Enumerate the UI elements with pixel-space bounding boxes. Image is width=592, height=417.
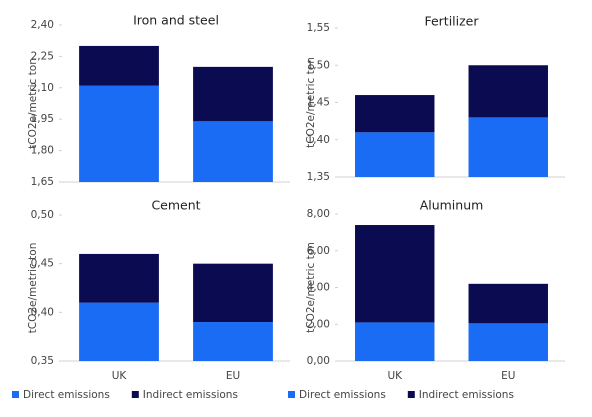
- x-tick-label: UK: [387, 370, 403, 382]
- chart-title: Iron and steel: [133, 13, 219, 28]
- y-tick-label: 2,40: [31, 19, 54, 31]
- y-axis-label: tCO2e/metric ton: [305, 57, 317, 148]
- y-tick-label: 1,45: [307, 97, 330, 109]
- legend-swatch: [12, 391, 19, 398]
- bar-segment: [79, 85, 159, 182]
- legend-swatch: [288, 391, 295, 398]
- y-tick-label: 6,00: [307, 245, 330, 257]
- y-tick-label: 2,25: [31, 50, 54, 62]
- chart-title: Cement: [151, 198, 200, 213]
- bar-segment: [193, 322, 273, 361]
- y-tick-label: 1,80: [31, 145, 54, 157]
- bar-segment: [468, 117, 548, 177]
- legend-label: Indirect emissions: [419, 389, 514, 401]
- bar-segment: [193, 121, 273, 182]
- x-tick-label: EU: [501, 370, 515, 382]
- bar-segment: [468, 283, 548, 324]
- bar-segment: [355, 322, 435, 361]
- bar-segment: [355, 95, 435, 133]
- y-tick-label: 2,00: [307, 318, 330, 330]
- bar-segment: [193, 263, 273, 323]
- y-tick-label: 1,35: [307, 171, 330, 183]
- y-tick-label: 0,50: [31, 209, 54, 221]
- bar-segment: [193, 66, 273, 122]
- legend-swatch: [131, 391, 139, 398]
- chart-title: Fertilizer: [424, 14, 479, 29]
- y-tick-label: 4,00: [307, 282, 330, 294]
- y-axis-label: tCO2e/metric ton: [27, 243, 39, 334]
- y-tick-label: 1,95: [31, 113, 54, 125]
- y-tick-label: 0,40: [31, 306, 54, 318]
- chart-title: Aluminum: [420, 198, 484, 213]
- y-tick-label: 2,10: [31, 82, 54, 94]
- bar-segment: [79, 45, 159, 86]
- bar-segment: [79, 253, 159, 303]
- y-tick-label: 8,00: [307, 208, 330, 220]
- y-tick-label: 1,50: [307, 59, 330, 71]
- y-tick-label: 1,65: [31, 176, 54, 188]
- x-tick-label: EU: [226, 370, 240, 382]
- y-axis-label: tCO2e/metric ton: [305, 242, 317, 333]
- y-tick-label: 0,00: [307, 355, 330, 367]
- x-tick-label: UK: [112, 370, 128, 382]
- y-tick-label: 0,35: [31, 355, 54, 367]
- y-axis-label: tCO2e/metric ton: [27, 58, 39, 149]
- legend-label: Indirect emissions: [143, 389, 238, 401]
- bar-segment: [355, 225, 435, 323]
- bar-segment: [79, 302, 159, 361]
- bar-segment: [468, 323, 548, 361]
- bar-segment: [468, 65, 548, 118]
- y-tick-label: 0,45: [31, 258, 54, 270]
- y-tick-label: 1,55: [307, 22, 330, 34]
- legend-label: Direct emissions: [299, 389, 386, 401]
- legend-swatch: [407, 391, 415, 398]
- legend-label: Direct emissions: [23, 389, 110, 401]
- y-tick-label: 1,40: [307, 134, 330, 146]
- bar-segment: [355, 132, 435, 177]
